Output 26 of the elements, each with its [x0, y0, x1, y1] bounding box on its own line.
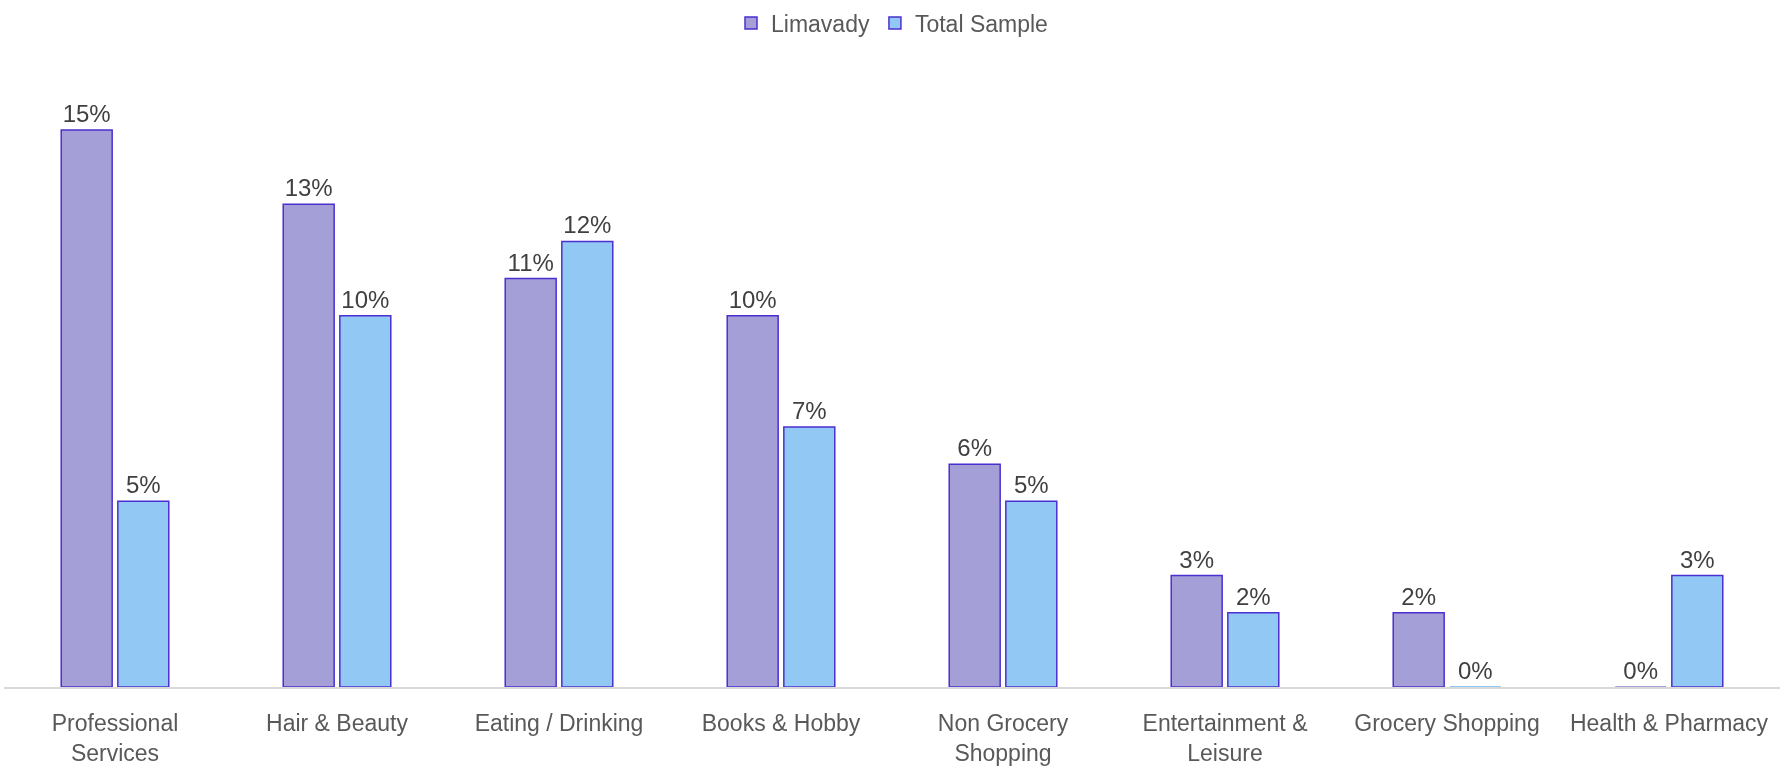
data-label: 0% [1623, 657, 1659, 684]
data-label: 0% [1457, 657, 1493, 684]
data-label: 3% [1179, 545, 1215, 573]
data-label: 7% [791, 397, 827, 425]
data-label: 3% [1679, 545, 1715, 573]
data-label: 13% [284, 174, 333, 202]
x-tick-label: Entertainment & Leisure [1142, 709, 1308, 766]
x-tick-label: Books & Hobby [701, 709, 861, 736]
data-label: 6% [957, 434, 993, 462]
data-label: 12% [563, 211, 612, 239]
data-label: 10% [728, 285, 777, 313]
x-tick-label: Eating / Drinking [474, 709, 644, 736]
data-label: 2% [1235, 582, 1271, 610]
legend-label: Limavady [771, 10, 870, 37]
data-label: 11% [507, 248, 554, 276]
x-tick-label: Hair & Beauty [266, 709, 409, 736]
data-label: 5% [1013, 471, 1049, 499]
data-label: 15% [62, 99, 111, 127]
x-tick-label: Grocery Shopping [1354, 709, 1540, 736]
x-tick-label: Non Grocery Shopping [937, 709, 1069, 766]
x-tick-label: Professional Services [51, 709, 179, 766]
x-tick-label: Health & Pharmacy [1569, 709, 1769, 736]
data-label: 10% [341, 285, 390, 313]
legend-label: Total Sample [914, 10, 1048, 37]
data-label: 2% [1401, 582, 1437, 610]
data-label: 5% [125, 471, 161, 499]
